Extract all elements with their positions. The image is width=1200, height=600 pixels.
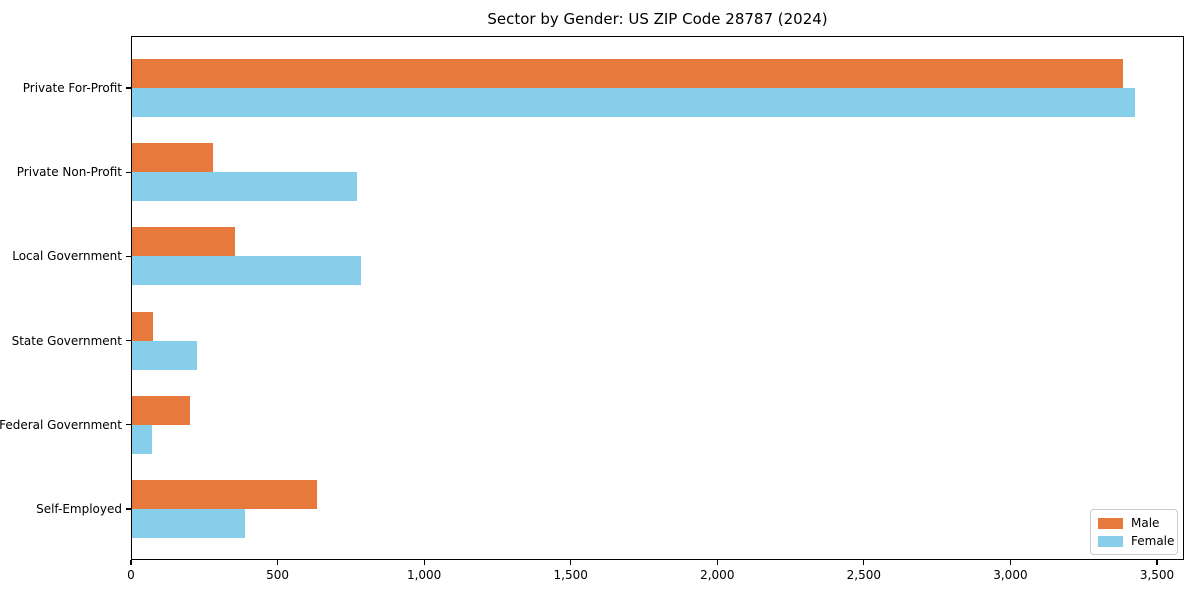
axis-tick-x <box>423 560 425 565</box>
x-axis-label-2-000: 2,000 <box>700 568 735 582</box>
chart-title: Sector by Gender: US ZIP Code 28787 (202… <box>487 10 828 28</box>
bar-male-private-for-profit <box>131 59 1124 88</box>
x-axis-label-500: 500 <box>266 568 290 582</box>
legend: Male Female <box>1090 509 1178 555</box>
y-axis-label-private-for-profit: Private For-Profit <box>22 81 122 95</box>
axis-tick-y <box>126 171 131 173</box>
axis-tick-x <box>716 560 718 565</box>
bar-female-federal-government <box>131 424 152 454</box>
bar-female-self-employed <box>131 509 246 538</box>
axis-tick-y <box>126 255 131 257</box>
legend-label-female: Female <box>1131 533 1175 548</box>
x-axis-label-3-000: 3,000 <box>993 568 1028 582</box>
bar-female-private-for-profit <box>131 88 1135 117</box>
y-axis-label-private-non-profit: Private Non-Profit <box>16 165 122 180</box>
x-axis-label-3-500: 3,500 <box>1139 568 1175 582</box>
x-axis-label-1-500: 1,500 <box>553 568 588 582</box>
y-axis-label-federal-government: Federal Government <box>0 417 122 432</box>
x-axis-label-2-500: 2,500 <box>846 568 882 582</box>
axis-tick-x <box>130 560 132 565</box>
bar-female-private-non-profit <box>131 172 357 202</box>
axis-tick-x <box>570 560 572 565</box>
bar-male-self-employed <box>131 480 318 509</box>
y-axis-label-local-government: Local Government <box>12 249 122 264</box>
axis-tick-y <box>126 87 131 89</box>
bar-male-federal-government <box>131 395 190 425</box>
legend-item-female: Female <box>1098 534 1174 548</box>
axis-tick-y <box>126 508 131 510</box>
axis-tick-y <box>126 340 131 342</box>
axis-tick-x <box>1009 560 1012 565</box>
axis-tick-x <box>276 560 279 565</box>
legend-item-male: Male <box>1098 515 1170 530</box>
axis-tick-x <box>1156 560 1158 565</box>
legend-label-male: Male <box>1131 515 1160 530</box>
bar-male-local-government <box>131 227 236 257</box>
bar-female-state-government <box>131 340 197 370</box>
y-axis-label-state-government: State Government <box>11 333 122 348</box>
bar-male-private-non-profit <box>131 143 214 173</box>
axis-tick-y <box>126 424 131 426</box>
y-axis-label-self-employed: Self-Employed <box>36 502 122 516</box>
axis-tick-x <box>863 560 865 565</box>
female-series-swatch <box>1098 535 1123 547</box>
x-axis-label-0: 0 <box>127 568 135 582</box>
bar-female-local-government <box>131 256 362 286</box>
male-series-swatch <box>1098 517 1123 529</box>
x-axis-label-1-000: 1,000 <box>406 568 442 582</box>
bar-male-state-government <box>131 311 153 341</box>
